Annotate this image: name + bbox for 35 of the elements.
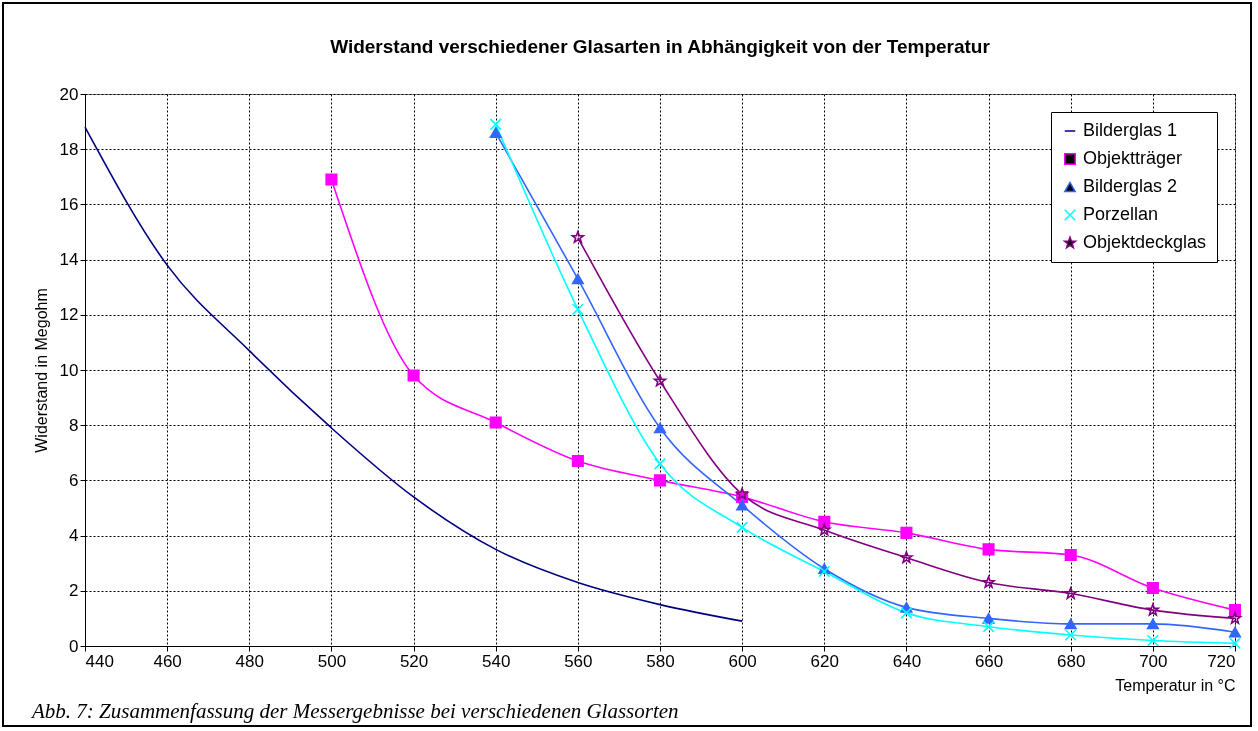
y-tick-label: 6 <box>69 470 79 490</box>
legend-label: Objektdeckglas <box>1083 232 1207 252</box>
y-tick-label: 2 <box>69 581 79 601</box>
y-tick-label: 10 <box>59 360 79 380</box>
x-tick-label: 580 <box>646 651 675 671</box>
x-tick-label: 520 <box>399 651 429 671</box>
x-tick-label: 720 <box>1207 651 1236 671</box>
legend-label: Bilderglas 1 <box>1083 120 1178 140</box>
x-tick-label: 700 <box>1139 651 1168 671</box>
x-tick-label: 640 <box>892 651 922 671</box>
x-tick-label: 620 <box>810 651 839 671</box>
y-tick-label: 8 <box>69 415 79 435</box>
y-tick-label: 14 <box>59 250 79 270</box>
x-tick-label: 540 <box>482 651 511 671</box>
y-axis-title: Widerstand in Megohm <box>32 288 50 453</box>
x-tick-label: 500 <box>317 651 347 671</box>
y-tick-label: 18 <box>59 139 79 159</box>
y-tick-label: 12 <box>59 305 79 325</box>
y-tick-label: 0 <box>69 636 79 656</box>
y-tick-label: 4 <box>69 526 79 546</box>
x-tick-label: 680 <box>1057 651 1086 671</box>
x-tick-label: 600 <box>728 651 757 671</box>
x-tick-label: 480 <box>235 651 264 671</box>
caption: Abb. 7: Zusammenfassung der Messergebnisse bei verschiedenen Glassorten <box>32 699 679 724</box>
x-axis-title: Temperatur in °C <box>1115 676 1236 694</box>
y-tick-label: 16 <box>59 194 79 214</box>
x-tick-label: 660 <box>974 651 1004 671</box>
x-tick-label: 460 <box>153 651 182 671</box>
legend-label: Bilderglas 2 <box>1083 176 1178 196</box>
x-tick-label: 560 <box>564 651 593 671</box>
x-tick-label: 440 <box>85 651 114 671</box>
legend-label: Objektträger <box>1083 148 1183 168</box>
chart-title: Widerstand verschiedener Glasarten in Abhängigkeit von der Temperatur <box>330 36 991 57</box>
legend-label: Porzellan <box>1083 204 1159 224</box>
y-tick-label: 20 <box>59 84 79 104</box>
